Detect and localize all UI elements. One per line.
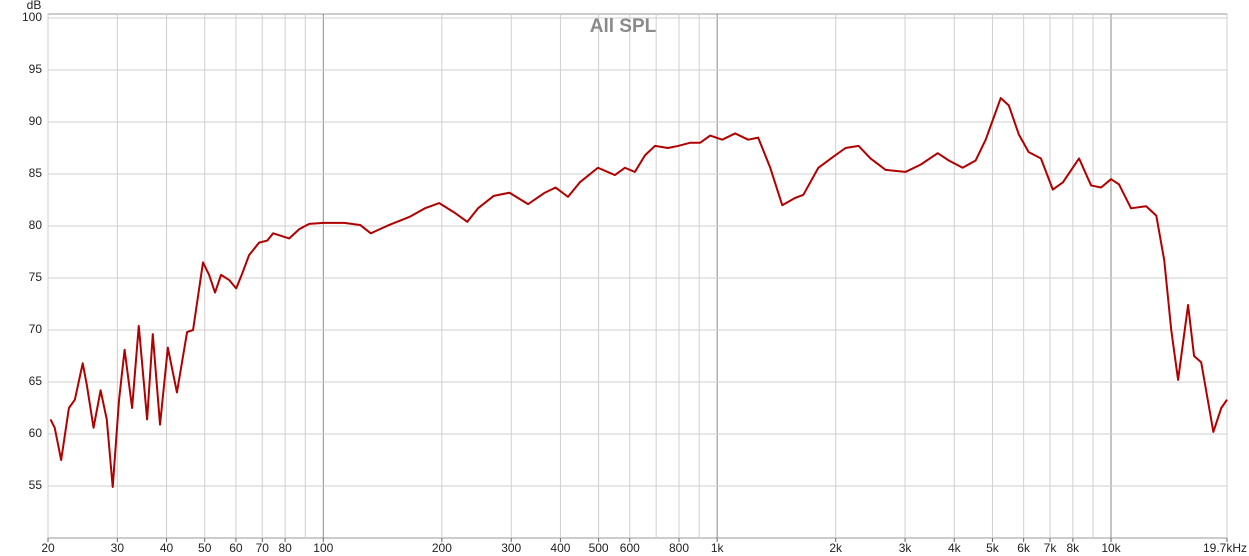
x-tick-label: 40: [160, 541, 174, 555]
x-tick-label: 400: [550, 541, 570, 555]
x-tick-label: 500: [589, 541, 609, 555]
x-tick-label: 3k: [899, 541, 913, 555]
x-tick-label: 2k: [829, 541, 843, 555]
y-tick-label: 80: [29, 218, 43, 232]
x-tick-label: 600: [620, 541, 640, 555]
y-tick-label: 85: [29, 166, 43, 180]
y-tick-label: 100: [22, 10, 42, 24]
x-tick-label: 1k: [711, 541, 725, 555]
x-tick-label: 6k: [1017, 541, 1031, 555]
y-tick-label: 70: [29, 322, 43, 336]
y-tick-label: 65: [29, 374, 43, 388]
x-tick-label: 10k: [1101, 541, 1121, 555]
series-line: [49, 97, 1228, 489]
y-tick-label: 55: [29, 478, 43, 492]
x-tick-label: 300: [501, 541, 521, 555]
x-tick-label: 70: [256, 541, 270, 555]
plot-frame: [47, 13, 1228, 539]
x-tick-label: 200: [432, 541, 452, 555]
x-tick-label: 8k: [1067, 541, 1081, 555]
y-tick-label: 75: [29, 270, 43, 284]
x-tick-label: 50: [198, 541, 212, 555]
x-tick-label: 4k: [948, 541, 962, 555]
x-tick-label: 19.7kHz: [1203, 541, 1247, 555]
x-tick-label: 30: [111, 541, 125, 555]
x-tick-label: 5k: [986, 541, 1000, 555]
x-tick-label: 800: [669, 541, 689, 555]
x-tick-label: 7k: [1044, 541, 1058, 555]
x-tick-label: 80: [278, 541, 292, 555]
y-axis-label: dB: [27, 0, 42, 12]
x-tick-label: 60: [229, 541, 243, 555]
x-tick-label: 100: [313, 541, 333, 555]
chart-title: All SPL: [590, 16, 657, 37]
x-tick-label: 20: [41, 541, 55, 555]
y-tick-label: 60: [29, 426, 43, 440]
y-tick-label: 95: [29, 62, 43, 76]
y-tick-label: 90: [29, 114, 43, 128]
